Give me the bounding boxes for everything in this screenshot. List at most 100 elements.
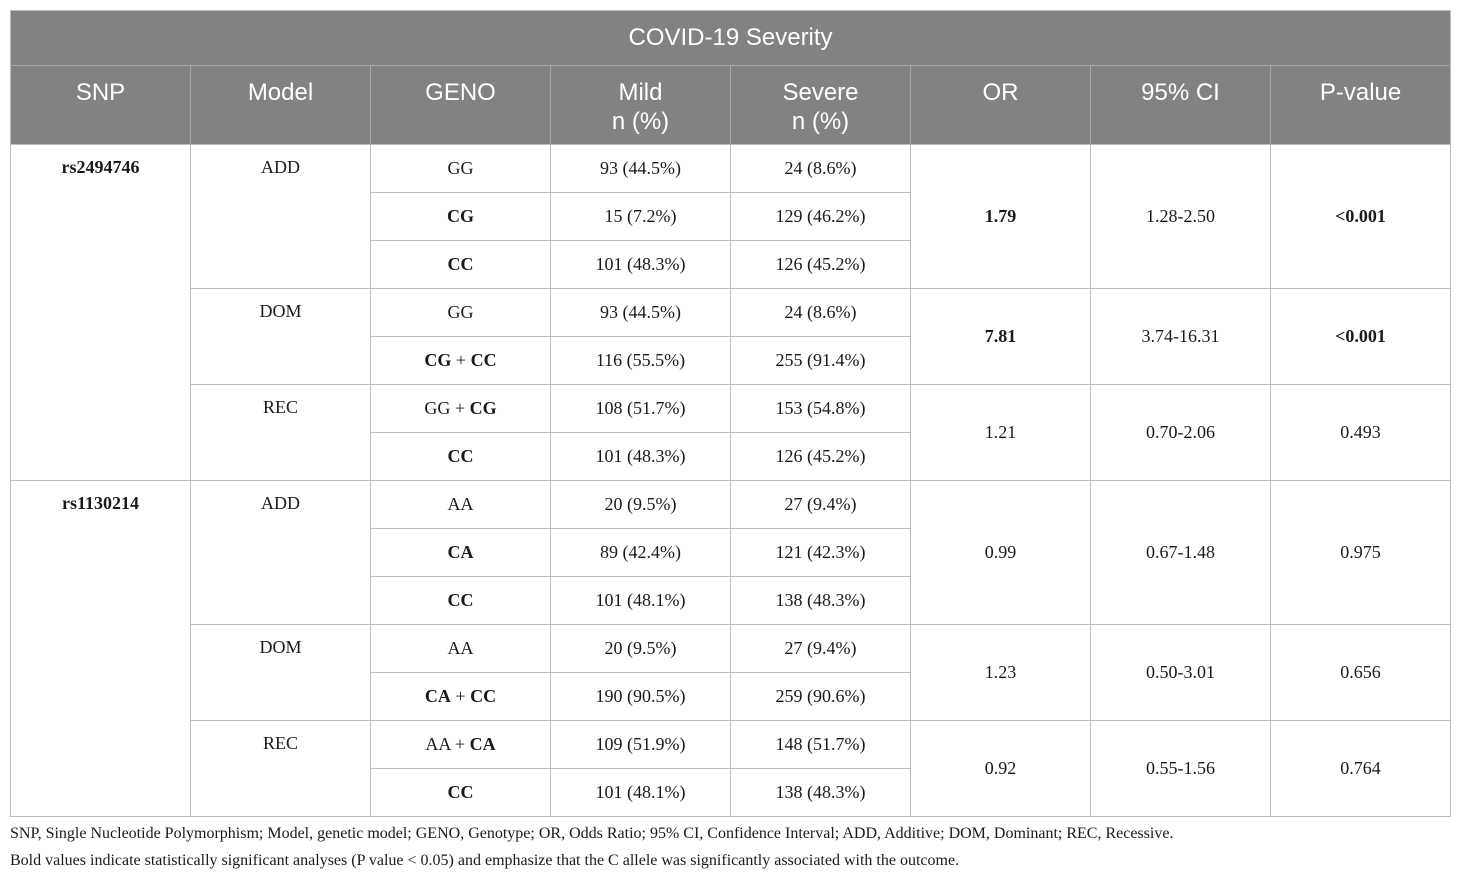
table-row: CC 101 (48.1%) 138 (48.3%) [11,768,1451,817]
geno-cell: GG [370,144,551,193]
header-mild: Mild n (%) [550,65,731,145]
geno-cell: CC [370,240,551,289]
severe-cell: 24 (8.6%) [730,288,911,337]
mild-cell: 89 (42.4%) [550,528,731,577]
ci-cell: 0.70-2.06 [1090,384,1271,481]
mild-cell: 101 (48.1%) [550,768,731,817]
mild-cell: 109 (51.9%) [550,720,731,769]
pvalue-cell: 0.764 [1269,720,1452,817]
geno-cell: CG + CC [370,336,551,385]
or-cell: 1.79 [910,144,1091,289]
table-row: rs1130214 ADD AA 20 (9.5%) 27 (9.4%) 0.9… [10,480,1452,817]
severe-cell: 138 (48.3%) [730,576,911,625]
header-severe-label: Severe [782,79,859,106]
geno-part: CC [470,686,497,706]
or-cell: 1.23 [910,624,1091,721]
severe-cell: 255 (91.4%) [730,336,911,385]
geno-cell: CA + CC [370,672,551,721]
table-footnote: SNP, Single Nucleotide Polymorphism; Mod… [10,820,1450,874]
geno-cell: CA [370,528,551,577]
severe-cell: 138 (48.3%) [730,768,911,817]
geno-cell: CC [370,576,551,625]
geno-cell: CC [370,432,551,481]
geno-plus: + [451,350,471,370]
header-severe-unit: n (%) [791,108,850,135]
geno-part: CG [469,398,497,418]
table-row: CG 15 (7.2%) 129 (46.2%) [11,192,1451,241]
header-severe: Severe n (%) [730,65,911,145]
geno-cell: AA + CA [370,720,551,769]
or-cell: 1.21 [910,384,1091,481]
geno-part: CG [424,350,452,370]
table-row: REC GG + CG 108 (51.7%) 153 (54.8%) 1.21… [11,384,1452,481]
severe-cell: 148 (51.7%) [730,720,911,769]
results-table: COVID-19 Severity SNP Model GENO Mild n (… [10,10,1452,817]
pvalue-cell: <0.001 [1269,144,1452,289]
severe-cell: 27 (9.4%) [730,480,911,529]
table-row: REC AA + CA 109 (51.9%) 148 (51.7%) 0.92… [11,720,1452,817]
mild-cell: 15 (7.2%) [550,192,731,241]
severe-cell: 259 (90.6%) [730,672,911,721]
table-row: DOM GG 93 (44.5%) 24 (8.6%) 7.81 3.74-16… [11,288,1452,385]
footnote-bold-note: Bold values indicate statistically signi… [10,852,960,869]
or-cell: 0.99 [910,480,1091,625]
ci-cell: 1.28-2.50 [1090,144,1271,289]
model-cell: ADD [190,480,371,625]
model-cell: ADD [190,144,371,289]
mild-cell: 20 (9.5%) [550,480,731,529]
table-row: DOM AA 20 (9.5%) 27 (9.4%) 1.23 0.50-3.0… [11,624,1452,721]
header-pvalue: P-value [1269,65,1451,145]
geno-part: AA + [425,734,470,754]
severe-cell: 153 (54.8%) [730,384,911,433]
table-row: CC 101 (48.3%) 126 (45.2%) [11,432,1451,481]
table-row: CC 101 (48.3%) 126 (45.2%) [11,240,1451,289]
mild-cell: 101 (48.1%) [550,576,731,625]
mild-cell: 101 (48.3%) [550,432,731,481]
model-cell: REC [190,384,371,481]
severe-cell: 126 (45.2%) [730,432,911,481]
snp-cell: rs2494746 [10,144,191,481]
title-row: COVID-19 Severity [10,10,1451,66]
mild-cell: 93 (44.5%) [550,144,731,193]
geno-cell: GG + CG [370,384,551,433]
or-cell: 0.92 [910,720,1091,817]
pvalue-cell: 0.975 [1269,480,1452,625]
header-snp: SNP [10,65,191,145]
table-row: rs2494746 ADD GG 93 (44.5%) 24 (8.6%) 1.… [10,144,1452,481]
model-cell: REC [190,720,371,817]
mild-cell: 116 (55.5%) [550,336,731,385]
geno-cell: CG [370,192,551,241]
model-cell: DOM [190,624,371,721]
severe-cell: 126 (45.2%) [730,240,911,289]
geno-part: CA [424,686,451,706]
header-row: SNP Model GENO Mild n (%) Severe n (%) OR … [10,65,1451,145]
header-model: Model [190,65,371,145]
geno-part: GG + [424,398,470,418]
ci-cell: 0.67-1.48 [1090,480,1271,625]
header-or: OR [910,65,1091,145]
header-geno: GENO [370,65,551,145]
mild-cell: 101 (48.3%) [550,240,731,289]
model-cell: DOM [190,288,371,385]
ci-cell: 3.74-16.31 [1090,288,1271,385]
header-ci: 95% CI [1090,65,1271,145]
table-row: CA + CC 190 (90.5%) 259 (90.6%) [11,672,1451,721]
geno-cell: CC [370,768,551,817]
severe-cell: 129 (46.2%) [730,192,911,241]
header-mild-label: Mild [618,79,663,106]
pvalue-cell: 0.493 [1269,384,1452,481]
ci-cell: 0.50-3.01 [1090,624,1271,721]
mild-cell: 108 (51.7%) [550,384,731,433]
mild-cell: 20 (9.5%) [550,624,731,673]
severe-cell: 27 (9.4%) [730,624,911,673]
geno-plus: + [450,686,471,706]
pvalue-cell: <0.001 [1269,288,1452,385]
geno-part: CC [470,350,497,370]
geno-cell: AA [370,480,551,529]
ci-cell: 0.55-1.56 [1090,720,1271,817]
severe-cell: 24 (8.6%) [730,144,911,193]
footnote-abbreviations: SNP, Single Nucleotide Polymorphism; Mod… [10,825,1174,842]
geno-cell: AA [370,624,551,673]
table-row: CC 101 (48.1%) 138 (48.3%) [11,576,1451,625]
table-container: COVID-19 Severity SNP Model GENO Mild n (… [10,10,1452,817]
